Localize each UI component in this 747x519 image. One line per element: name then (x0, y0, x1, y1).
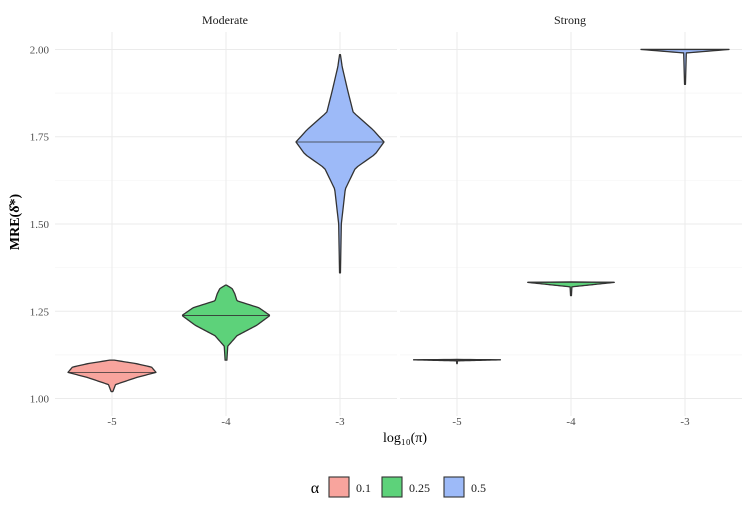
violin-moderate--5 (67, 359, 157, 393)
legend-title: α (311, 480, 320, 497)
grid-layer (55, 32, 742, 416)
y-tick-label: 2.00 (30, 44, 50, 56)
x-axis-title: log₁₀(π) (383, 431, 427, 446)
violin-strong--4 (527, 281, 615, 297)
facet-label-strong: Strong (554, 13, 586, 27)
x-tick-label: -4 (221, 416, 231, 428)
x-tick-label: -3 (335, 416, 345, 428)
y-axis-title: MRE(δ̂*) (8, 194, 23, 251)
x-tick-label: -5 (452, 416, 462, 428)
x-tick-label: -4 (566, 416, 576, 428)
violin-strong--3 (640, 48, 730, 86)
legend: α 0.1 0.25 0.5 (311, 476, 486, 498)
y-tick-label: 1.75 (30, 132, 50, 144)
y-tick-label: 1.00 (30, 394, 50, 406)
facet-label-moderate: Moderate (202, 13, 248, 27)
tick-layer: 1.00 1.25 1.50 1.75 2.00 -5 -4 -3 -5 -4 -3 (30, 44, 690, 428)
y-tick-label: 1.50 (30, 219, 50, 231)
legend-swatch-0.1 (328, 476, 350, 498)
label-layer: Moderate Strong log₁₀(π) MRE(δ̂*) (8, 13, 586, 446)
y-tick-label: 1.25 (30, 306, 50, 318)
legend-label-0.5: 0.5 (471, 481, 486, 495)
x-tick-label: -5 (107, 416, 117, 428)
legend-swatch-0.25 (381, 476, 403, 498)
legend-label-0.1: 0.1 (356, 481, 371, 495)
violin-moderate--3 (295, 54, 385, 274)
violin-layer (67, 48, 730, 393)
x-tick-label: -3 (680, 416, 690, 428)
legend-swatch-0.5 (443, 476, 465, 498)
legend-label-0.25: 0.25 (409, 481, 430, 495)
violin-moderate--4 (181, 284, 271, 361)
